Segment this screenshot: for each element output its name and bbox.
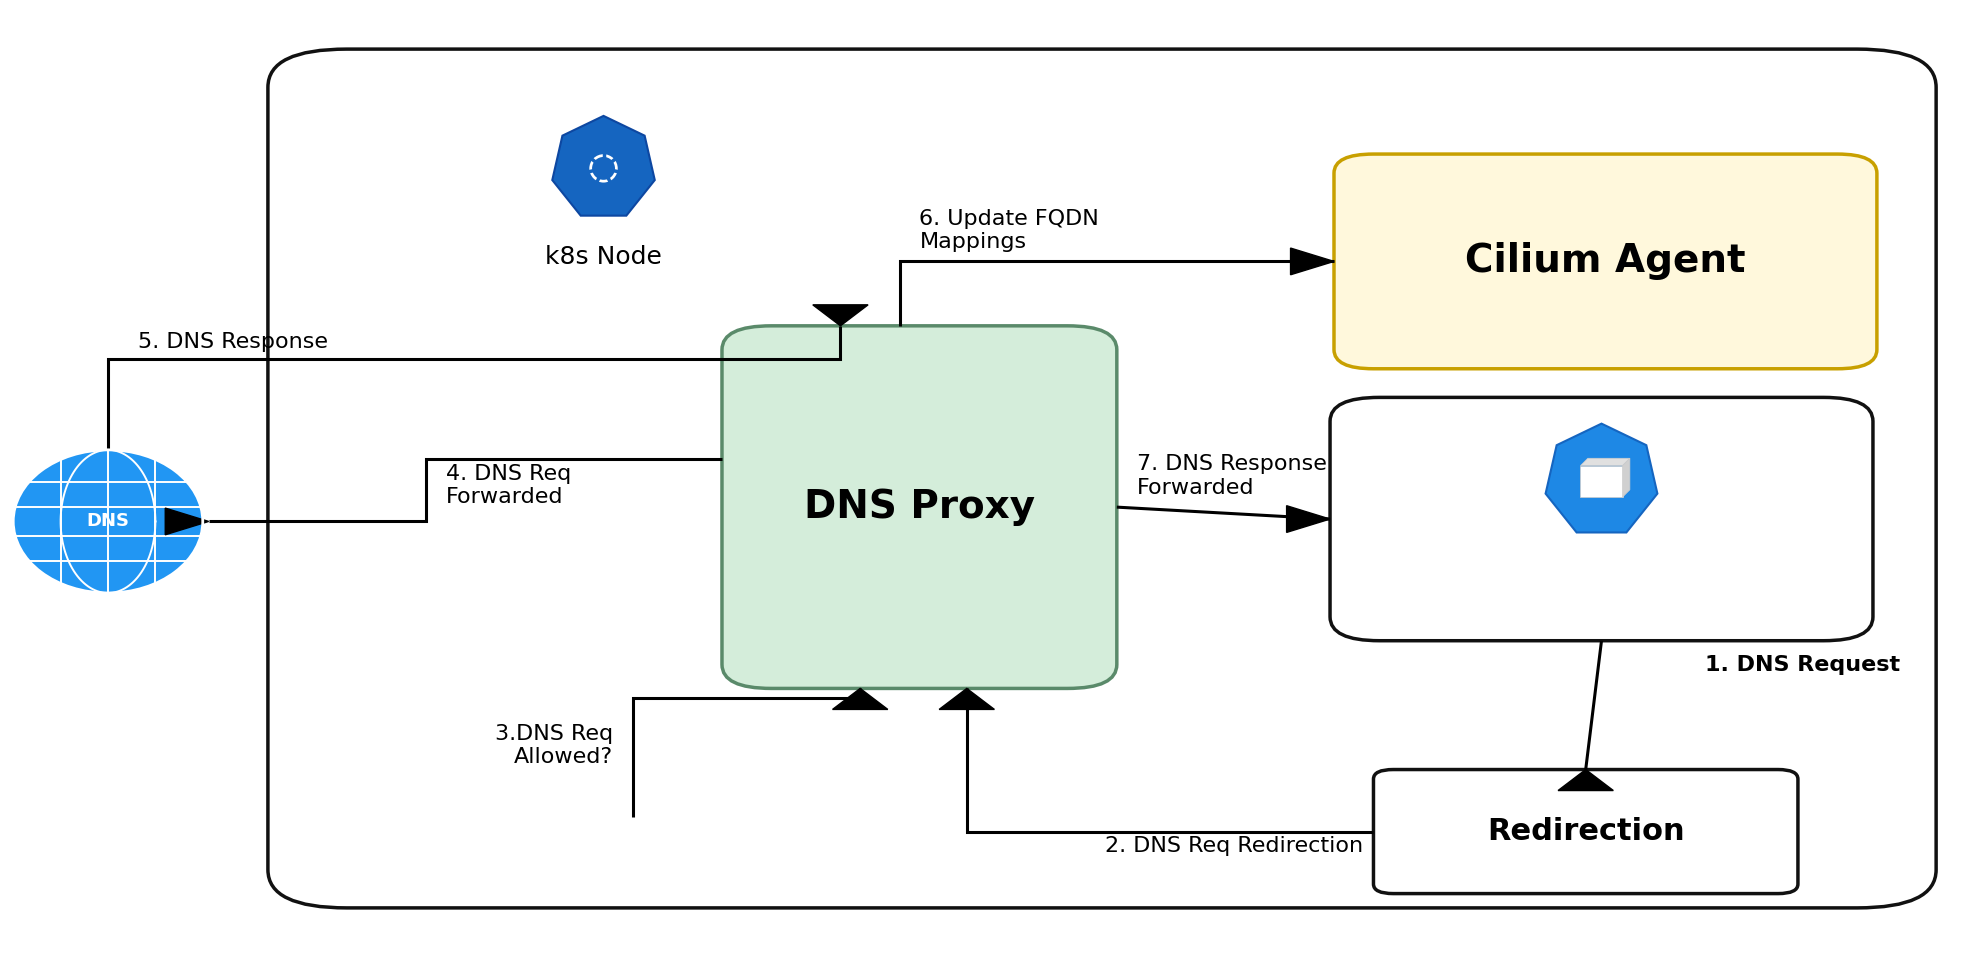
Text: 6. Update FQDN
Mappings: 6. Update FQDN Mappings: [919, 209, 1099, 252]
Polygon shape: [1580, 458, 1629, 466]
FancyBboxPatch shape: [1331, 397, 1872, 641]
Ellipse shape: [14, 450, 204, 593]
Polygon shape: [1291, 248, 1334, 275]
Text: 5. DNS Response: 5. DNS Response: [138, 331, 328, 351]
Text: k8s Node: k8s Node: [546, 245, 662, 269]
Ellipse shape: [591, 157, 615, 180]
Polygon shape: [1287, 505, 1331, 532]
Text: Redirection: Redirection: [1487, 817, 1684, 846]
Polygon shape: [552, 116, 654, 215]
Text: 1. DNS Request: 1. DNS Request: [1706, 655, 1900, 675]
Polygon shape: [939, 688, 994, 709]
FancyBboxPatch shape: [1374, 769, 1797, 894]
Text: Cilium Agent: Cilium Agent: [1465, 242, 1746, 280]
Text: pod: pod: [1584, 543, 1619, 561]
FancyBboxPatch shape: [1334, 154, 1876, 368]
Polygon shape: [1546, 424, 1657, 532]
Text: DNS Proxy: DNS Proxy: [805, 488, 1036, 526]
FancyBboxPatch shape: [269, 49, 1935, 908]
Text: 3.DNS Req
Allowed?: 3.DNS Req Allowed?: [496, 724, 613, 768]
Ellipse shape: [587, 151, 621, 186]
Text: 2. DNS Req Redirection: 2. DNS Req Redirection: [1105, 836, 1364, 857]
Polygon shape: [166, 508, 210, 535]
Text: 4. DNS Req
Forwarded: 4. DNS Req Forwarded: [445, 464, 571, 507]
Polygon shape: [813, 305, 868, 325]
Polygon shape: [1580, 466, 1623, 497]
FancyBboxPatch shape: [722, 325, 1117, 688]
Polygon shape: [1623, 458, 1629, 497]
Polygon shape: [832, 688, 888, 709]
Polygon shape: [1558, 769, 1613, 790]
Text: DNS: DNS: [87, 512, 130, 530]
Text: 7. DNS Response
Forwarded: 7. DNS Response Forwarded: [1137, 455, 1327, 498]
